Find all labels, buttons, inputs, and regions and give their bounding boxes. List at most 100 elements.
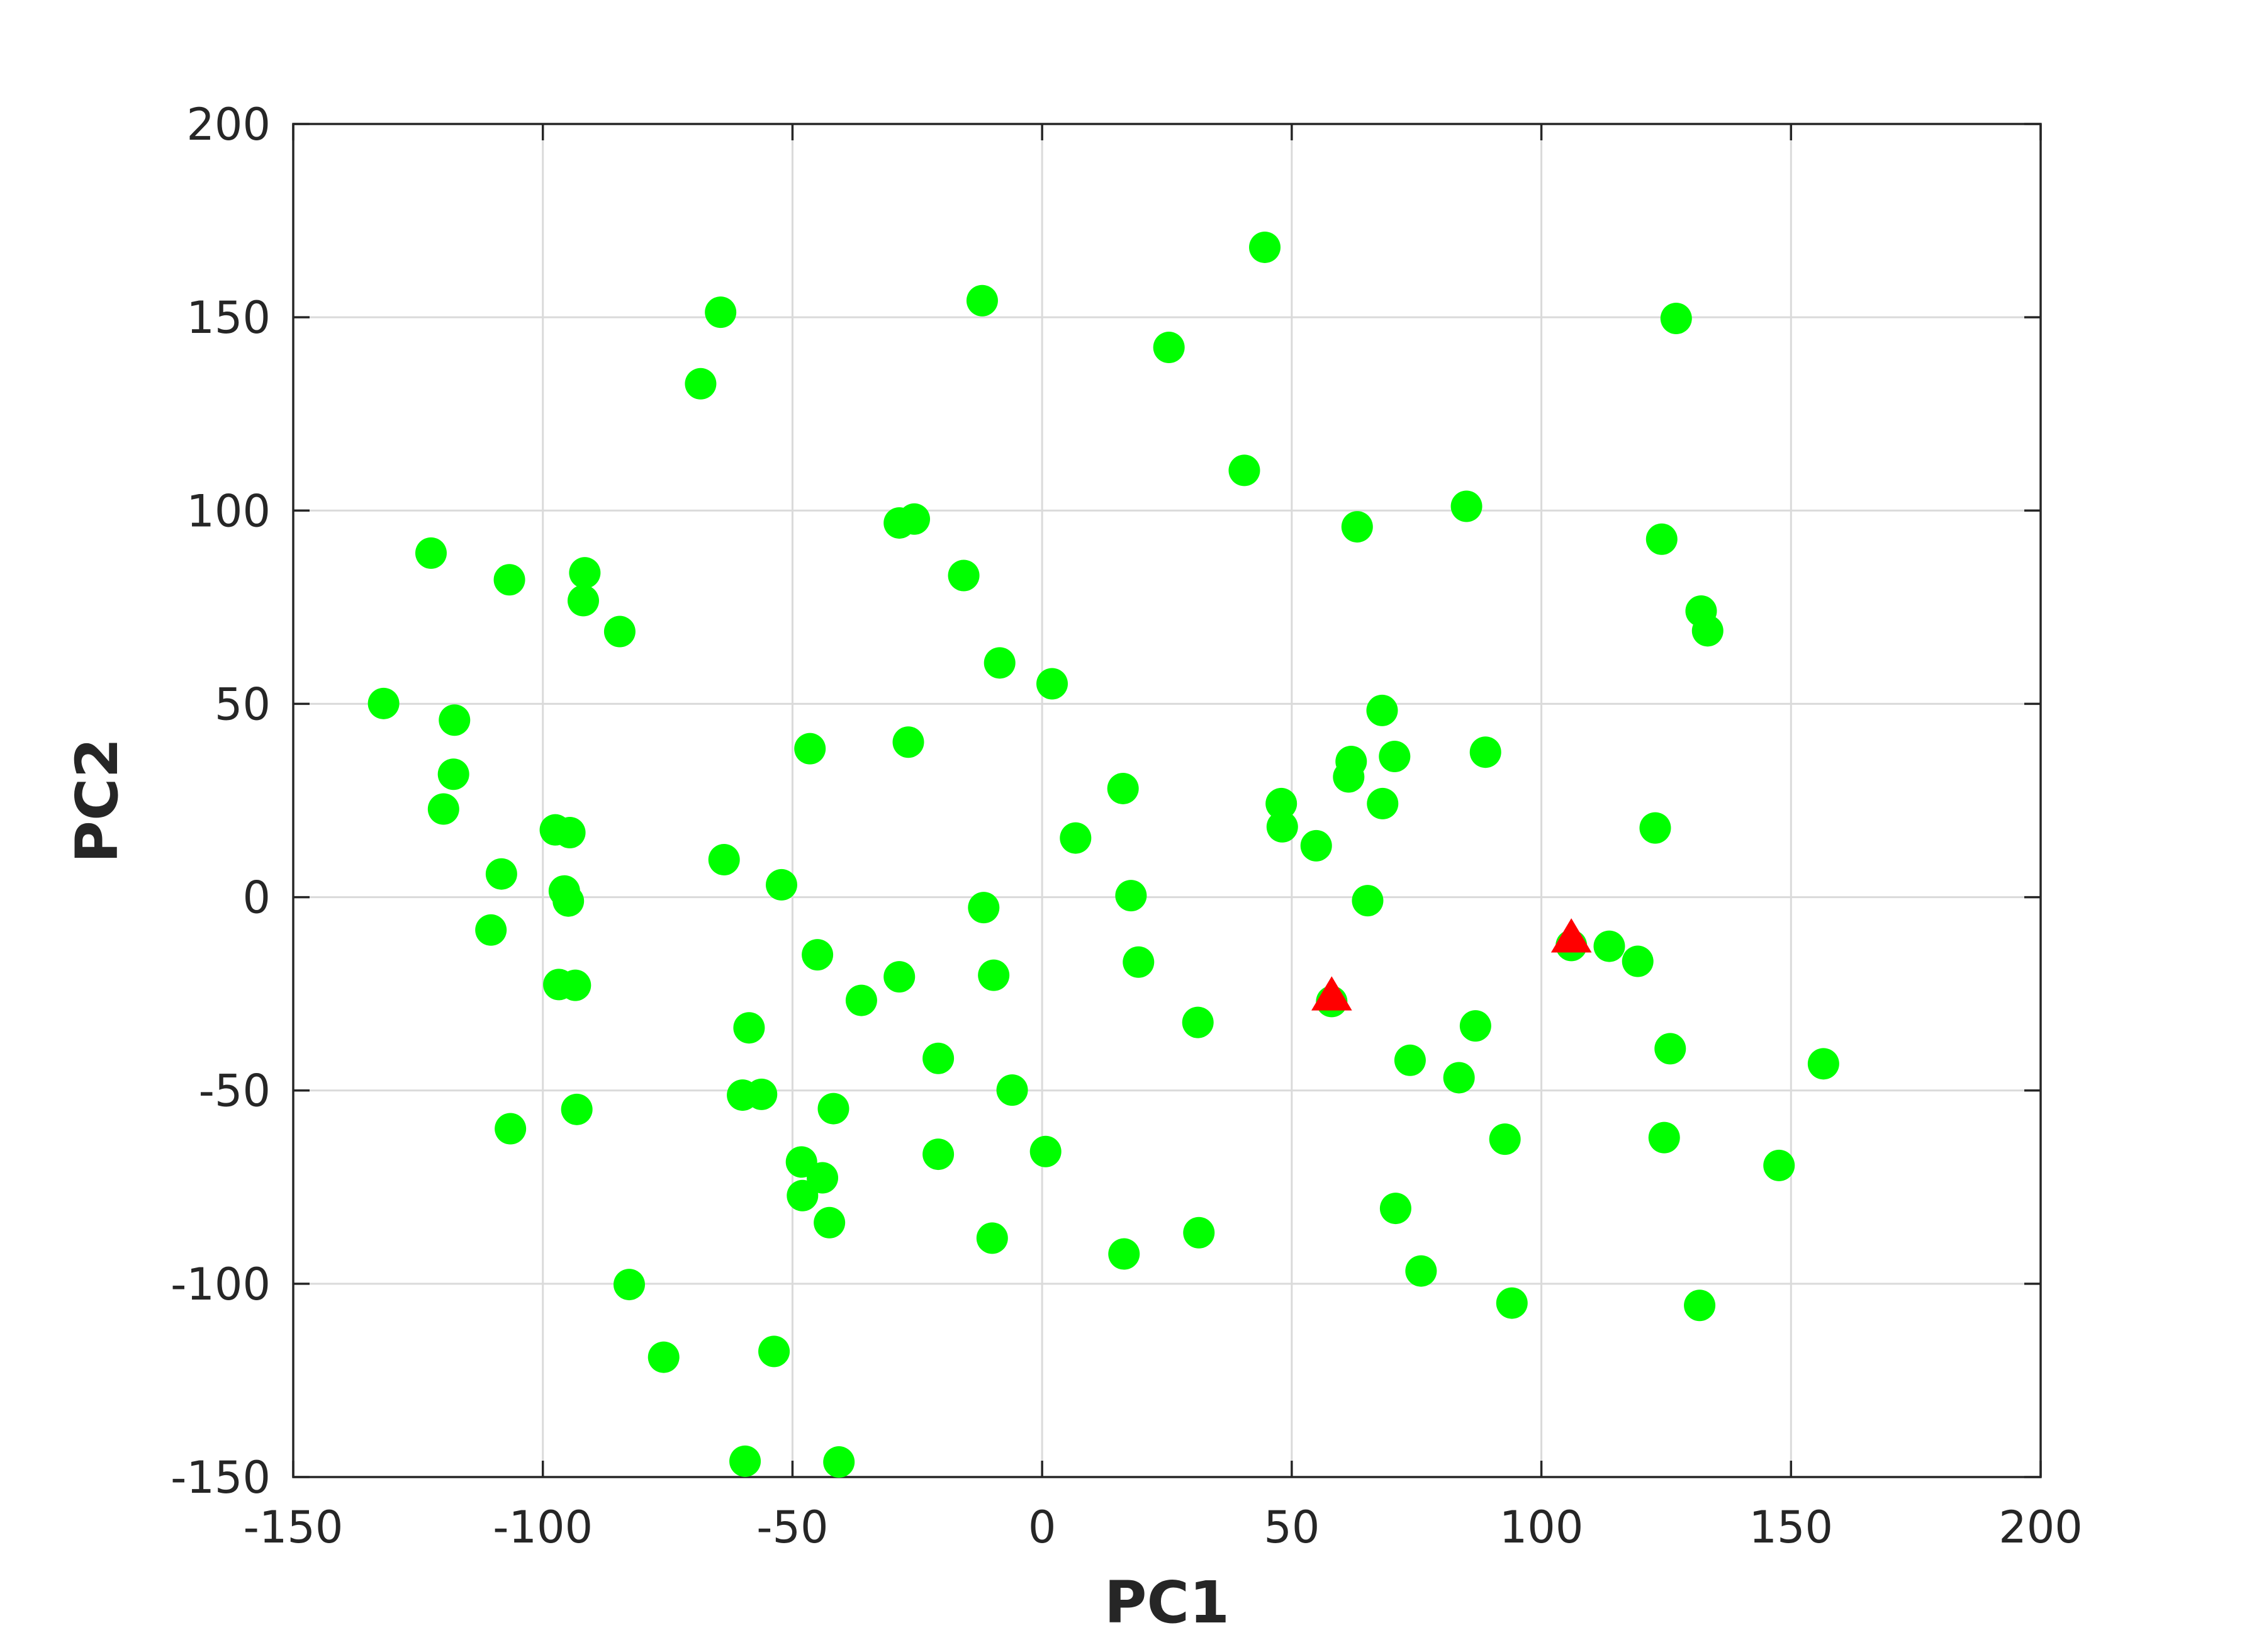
y-tick-label: 50: [215, 678, 271, 730]
plot-box: [292, 123, 2042, 1478]
scatter-point: [1489, 1123, 1521, 1155]
scatter-point: [647, 1341, 680, 1373]
scatter-point: [367, 687, 400, 719]
scatter-point: [1469, 736, 1501, 768]
scatter-point: [1123, 946, 1155, 978]
scatter-point: [845, 984, 877, 1016]
scatter-point: [899, 503, 931, 535]
scatter-point: [1459, 1010, 1491, 1042]
scatter-point: [1115, 880, 1147, 912]
scatter-point: [966, 284, 998, 317]
scatter-point: [1228, 454, 1260, 486]
scatter-point: [1266, 811, 1298, 843]
scatter-point: [765, 868, 797, 901]
scatter-point: [475, 914, 507, 946]
scatter-point: [892, 726, 924, 758]
scatter-point: [559, 969, 591, 1001]
scatter-point: [817, 1093, 849, 1125]
scatter-point: [493, 564, 525, 596]
x-tick-label: 100: [1499, 1502, 1584, 1553]
scatter-point: [1107, 772, 1139, 804]
scatter-point: [984, 647, 1016, 679]
y-tick-label: 100: [186, 485, 271, 537]
scatter-point: [1443, 1062, 1475, 1094]
y-tick-label: 200: [186, 99, 271, 150]
scatter-point: [1300, 829, 1332, 862]
scatter-point: [823, 1446, 855, 1478]
scatter-point: [1660, 302, 1692, 334]
axes: [292, 123, 2042, 1478]
scatter-point: [976, 1222, 1008, 1254]
scatter-point: [569, 557, 601, 589]
scatter-point: [705, 296, 737, 329]
scatter-point: [1333, 761, 1365, 793]
scatter-point: [1691, 615, 1724, 647]
highlight-point: [1311, 976, 1352, 1011]
scatter-point: [613, 1269, 645, 1301]
scatter-point: [427, 793, 459, 825]
scatter-point: [1183, 1217, 1215, 1249]
scatter-point: [1153, 332, 1185, 364]
x-tick-label: -50: [756, 1502, 828, 1553]
scatter-point: [603, 615, 636, 648]
tick-labels: -150 -100 -50 0 50 100 150 200 -150 -100 -50 0 50 100…: [171, 99, 2083, 1553]
scatter-point: [922, 1138, 955, 1171]
scatter-point: [746, 1078, 778, 1110]
scatter-point: [758, 1335, 790, 1368]
x-tick-label: 50: [1264, 1502, 1320, 1553]
x-tick-label: -100: [493, 1502, 593, 1553]
scatter-point: [1763, 1149, 1795, 1181]
scatter-point: [708, 843, 740, 875]
scatter-point: [415, 537, 447, 569]
scatter-point: [814, 1206, 846, 1239]
y-tick-label: 0: [242, 872, 271, 924]
scatter-point: [1496, 1287, 1528, 1319]
scatter-point: [1352, 885, 1384, 917]
scatter-point: [1807, 1048, 1839, 1080]
scatter-point: [1405, 1255, 1437, 1287]
data-points: [367, 231, 1839, 1478]
scatter-point: [439, 704, 471, 736]
scatter-point: [922, 1042, 955, 1074]
scatter-point: [1367, 787, 1399, 819]
grid: [293, 124, 2041, 1477]
scatter-point: [733, 1012, 765, 1044]
y-axis-title: PC2: [64, 738, 131, 863]
scatter-point: [802, 939, 834, 971]
scatter-point: [1654, 1033, 1686, 1065]
scatter-point: [1379, 740, 1411, 772]
y-tick-label: -50: [199, 1065, 271, 1117]
scatter-point: [1029, 1135, 1062, 1167]
scatter-point: [1108, 1238, 1140, 1270]
scatter-point: [1341, 511, 1373, 543]
scatter-point: [567, 585, 599, 617]
scatter-point: [437, 758, 469, 790]
scatter-point: [948, 559, 980, 592]
scatter-point: [1622, 945, 1654, 977]
scatter-point: [883, 961, 916, 993]
scatter-point: [968, 892, 1000, 924]
y-tick-label: 150: [186, 292, 271, 344]
y-tick-label: -150: [171, 1452, 271, 1503]
scatter-point: [1249, 231, 1281, 263]
scatter-point: [1450, 490, 1483, 522]
scatter-point: [787, 1179, 819, 1211]
scatter-point: [1182, 1006, 1214, 1038]
x-axis-title: PC1: [1104, 1569, 1230, 1636]
scatter-point: [485, 858, 517, 890]
x-tick-label: -150: [244, 1502, 344, 1553]
scatter-point: [1265, 787, 1298, 819]
scatter-point: [794, 733, 826, 765]
scatter-point: [561, 1093, 593, 1125]
scatter-point: [996, 1074, 1028, 1106]
scatter-point: [729, 1445, 761, 1477]
scatter-point: [1366, 694, 1398, 726]
scatter-point: [1648, 1121, 1680, 1154]
scatter-point: [1379, 1193, 1411, 1225]
scatter-point: [1060, 822, 1092, 854]
scatter-point: [1394, 1044, 1426, 1076]
scatter-point: [1639, 812, 1671, 844]
